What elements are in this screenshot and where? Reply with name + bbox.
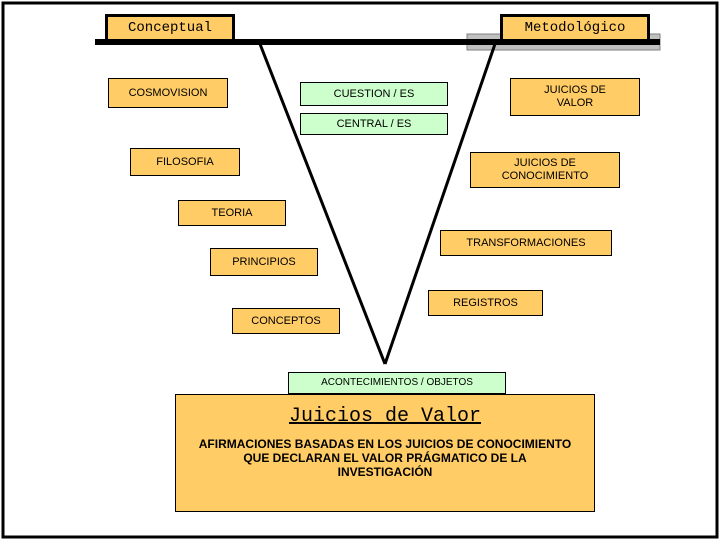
right-box-juicios-conocimiento: JUICIOS DE CONOCIMIENTO xyxy=(470,152,620,188)
left-box-cosmovision: COSMOVISION xyxy=(108,78,228,108)
label-text: Conceptual xyxy=(128,20,212,36)
center-box-central: CENTRAL / ES xyxy=(300,113,448,135)
top-label-metodologico: Metodológico xyxy=(500,14,650,42)
left-box-teoria: TEORIA xyxy=(178,200,286,226)
label-text: CONCEPTOS xyxy=(251,315,320,328)
label-text: PRINCIPIOS xyxy=(232,256,296,269)
top-label-conceptual: Conceptual xyxy=(105,14,235,42)
label-text: REGISTROS xyxy=(453,297,518,310)
label-text: CENTRAL / ES xyxy=(337,118,412,131)
center-box-acontecimientos: ACONTECIMIENTOS / OBJETOS xyxy=(288,372,506,394)
right-box-transformaciones: TRANSFORMACIONES xyxy=(440,230,612,256)
bottom-subtitle: AFIRMACIONES BASADAS EN LOS JUICIOS DE C… xyxy=(196,438,574,479)
label-text: CUESTION / ES xyxy=(334,88,415,101)
center-box-cuestion: CUESTION / ES xyxy=(300,82,448,106)
right-box-registros: REGISTROS xyxy=(428,290,543,316)
label-text: JUICIOS DE VALOR xyxy=(544,84,606,109)
label-text: ACONTECIMIENTOS / OBJETOS xyxy=(321,377,473,389)
label-text: COSMOVISION xyxy=(129,87,208,100)
label-text: TRANSFORMACIONES xyxy=(466,237,585,250)
left-box-conceptos: CONCEPTOS xyxy=(232,308,340,334)
label-text: FILOSOFIA xyxy=(156,156,213,169)
label-text: Metodológico xyxy=(525,20,626,36)
right-box-juicios-valor: JUICIOS DE VALOR xyxy=(510,78,640,116)
left-box-principios: PRINCIPIOS xyxy=(210,248,318,276)
left-box-filosofia: FILOSOFIA xyxy=(130,148,240,176)
label-text: JUICIOS DE CONOCIMIENTO xyxy=(502,157,589,182)
bottom-title: Juicios de Valor xyxy=(289,405,481,428)
label-text: TEORIA xyxy=(212,207,253,220)
bottom-panel: Juicios de Valor AFIRMACIONES BASADAS EN… xyxy=(175,394,595,512)
